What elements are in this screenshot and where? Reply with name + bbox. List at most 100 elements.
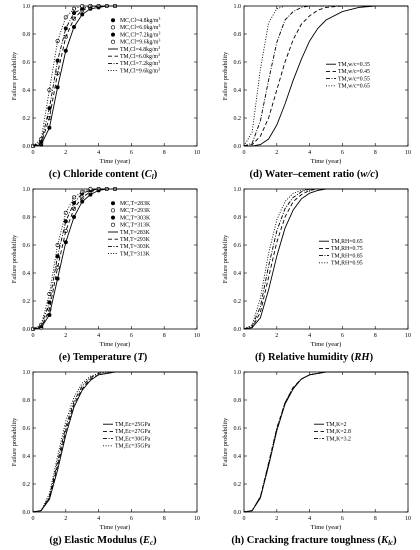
legend-label: TM,w/c=0.65 [338, 84, 370, 90]
x-tick-label: 2 [64, 150, 67, 156]
legend-label: MC,Cl=7.2kg/m3 [120, 30, 160, 38]
legend-label: MC,T=313K [120, 223, 151, 229]
x-tick-label: 10 [194, 333, 200, 339]
y-tick-label: 0.6 [23, 426, 31, 432]
x-axis-label: Time (year) [100, 341, 131, 348]
x-axis-label: Time (year) [100, 158, 131, 165]
y-axis-label: Failure probability [11, 51, 18, 100]
plot-frame [32, 5, 198, 147]
x-tick-label: 2 [64, 516, 67, 522]
y-tick-label: 0.8 [23, 398, 31, 404]
y-tick-label: 0.4 [23, 454, 31, 460]
legend-label: TM,Cl=9.6kg/m3 [120, 66, 160, 74]
panel-caption: (h) Cracking fracture toughness (Klc) [231, 535, 397, 547]
legend-label: TM,Ec=30GPa [115, 436, 151, 442]
legend-label: TM,w/c=0.55 [338, 76, 370, 82]
x-tick-label: 4 [308, 150, 311, 156]
series-line [243, 5, 408, 147]
series-line [32, 188, 197, 330]
x-tick-label: 0 [32, 333, 35, 339]
legend-label: MC,T=283K [120, 201, 151, 207]
y-axis-label: Failure probability [11, 234, 18, 283]
series-line [32, 5, 197, 147]
legend-label: TM,RH=0.65 [331, 239, 363, 245]
x-tick-label: 4 [97, 333, 100, 339]
panel-e: 0 2 4 6 8 10 0.0 0.2 0.4 0.6 0.8 1.0 Time (year) Fail… [11, 187, 200, 363]
panel-g: 0 2 4 6 8 10 0.0 0.2 0.4 0.6 0.8 1.0 Time (year) Fail… [11, 370, 200, 547]
legend-label: TM,Cl=4.8kg/m3 [120, 45, 160, 53]
series-line [243, 5, 408, 147]
panel-h: 0 2 4 6 8 10 0.0 0.2 0.4 0.6 0.8 1.0 Time (year) Fail… [222, 370, 411, 547]
legend: TM,K=2TM,K=2.8TM,K=3.2 [314, 422, 351, 442]
x-tick-label: 8 [163, 333, 166, 339]
x-tick-label: 10 [194, 516, 200, 522]
plot-frame [243, 5, 409, 147]
data-point [72, 195, 77, 200]
y-tick-label: 1.0 [234, 4, 242, 10]
legend-label: TM,Ec=35GPa [115, 444, 151, 450]
y-axis-label: Failure probability [11, 417, 18, 466]
data-point [72, 6, 77, 11]
y-tick-label: 0.8 [234, 32, 242, 38]
series-line [32, 188, 197, 330]
y-tick-label: 0.0 [23, 510, 31, 516]
legend-label: TM,RH=0.85 [331, 253, 363, 259]
series-line [243, 371, 408, 513]
series-line [32, 188, 197, 330]
plot-frame [32, 188, 198, 330]
x-tick-label: 6 [341, 150, 344, 156]
y-tick-label: 0.6 [234, 60, 242, 66]
y-tick-label: 0.4 [23, 271, 31, 277]
x-tick-label: 2 [275, 333, 278, 339]
x-tick-label: 8 [374, 333, 377, 339]
legend-label: TM,K=2 [326, 422, 347, 428]
y-tick-label: 0.8 [234, 215, 242, 221]
y-tick-label: 0.6 [23, 60, 31, 66]
panel-caption: (g) Elastic Modulus (Ec) [49, 535, 157, 547]
x-tick-label: 0 [32, 150, 35, 156]
panel-caption: (f) Relative humidity (RH) [255, 352, 374, 363]
y-tick-label: 0.4 [23, 88, 31, 94]
legend: MC,Cl=4.8kg/m3MC,Cl=6.0kg/m3MC,Cl=7.2kg/… [108, 16, 160, 74]
x-tick-label: 10 [405, 333, 411, 339]
x-tick-label: 8 [163, 516, 166, 522]
y-tick-label: 0.8 [23, 215, 31, 221]
legend-label: MC,Cl=6.0kg/m3 [120, 23, 160, 31]
x-tick-label: 10 [405, 150, 411, 156]
y-axis-label: Failure probability [222, 417, 229, 466]
x-axis-label: Time (year) [311, 524, 342, 531]
legend-label: TM,K=3.2 [326, 436, 351, 442]
legend-label: MC,T=293K [120, 208, 151, 214]
y-tick-label: 0.2 [23, 482, 31, 488]
x-tick-label: 4 [97, 516, 100, 522]
y-tick-label: 0.2 [23, 299, 31, 305]
y-tick-label: 1.0 [234, 187, 242, 193]
legend-label: TM,T=283K [120, 230, 151, 236]
y-tick-label: 0.0 [234, 327, 242, 333]
legend-label: TM,Cl=6.0kg/m3 [120, 52, 160, 60]
y-tick-label: 0.8 [23, 32, 31, 38]
y-tick-label: 0.6 [23, 243, 31, 249]
x-tick-label: 4 [97, 150, 100, 156]
x-axis-label: Time (year) [100, 524, 131, 531]
panel-caption: (e) Temperature (T) [59, 352, 148, 363]
x-axis-label: Time (year) [311, 158, 342, 165]
y-tick-label: 0.6 [234, 243, 242, 249]
series-line [32, 5, 197, 147]
x-tick-label: 10 [194, 150, 200, 156]
legend-label: MC,T=303K [120, 215, 151, 221]
x-axis-label: Time (year) [311, 341, 342, 348]
x-tick-label: 2 [64, 333, 67, 339]
legend-label: TM,w/c=0.45 [338, 69, 370, 75]
y-tick-label: 0.2 [234, 116, 242, 122]
y-tick-label: 1.0 [234, 370, 242, 376]
y-tick-label: 1.0 [23, 4, 31, 10]
x-tick-label: 2 [275, 516, 278, 522]
y-tick-label: 1.0 [23, 187, 31, 193]
series-line [32, 5, 197, 147]
y-tick-label: 0.6 [234, 426, 242, 432]
